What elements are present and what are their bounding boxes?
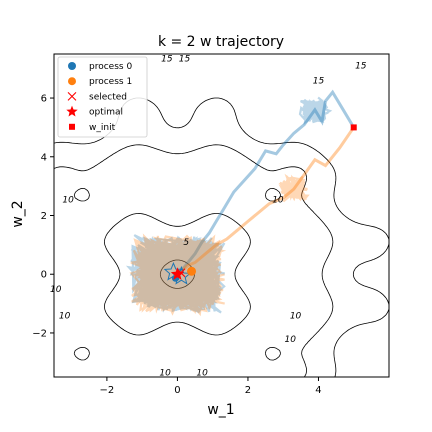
- legend-label: w_init: [89, 123, 116, 133]
- contour-label-9: 10: [196, 369, 208, 379]
- process-1-final-point: [187, 266, 197, 276]
- series-cloud-1: [129, 233, 227, 317]
- contour-lines: [54, 97, 389, 377]
- series-line: [176, 126, 355, 276]
- legend-entry: process 0: [68, 62, 132, 72]
- contour-labels: 5 10 10 10 10 10 10 10 10 15 15 15 15: [50, 54, 367, 378]
- series-process-1: [129, 126, 355, 317]
- legend-label: optimal: [89, 108, 123, 118]
- contour-label-13: 15: [355, 62, 367, 72]
- series-cloud-2: [298, 96, 333, 126]
- optimal-marker: [170, 267, 185, 280]
- contour-label-2: 10: [62, 195, 74, 205]
- series-cloud-1: [125, 234, 226, 314]
- legend-x-marker: [67, 92, 77, 101]
- legend-entry: selected: [67, 92, 127, 102]
- series-process-0: [125, 89, 355, 314]
- contour-label-10: 15: [161, 54, 173, 64]
- point-markers: [163, 124, 357, 285]
- legend-entry: w_init: [69, 123, 116, 133]
- y-tick-label: 0: [41, 270, 47, 281]
- legend-square-marker: [69, 123, 75, 130]
- legend-circle-marker: [68, 62, 76, 70]
- contour-label-7: 10: [285, 335, 297, 345]
- y-tick-label: 4: [41, 152, 47, 163]
- contour-label-12: 15: [313, 76, 325, 86]
- contour-label-5: 10: [59, 311, 71, 321]
- legend-box: [57, 56, 148, 138]
- w-init-marker: [350, 124, 357, 131]
- contour-label-6: 10: [290, 311, 302, 321]
- x-axis-label: w_1: [207, 402, 234, 418]
- contour-level-1: [104, 213, 251, 336]
- contour-label-8: 10: [159, 369, 171, 379]
- legend-star-marker: [66, 105, 78, 117]
- x-tick-label: −2: [100, 385, 115, 396]
- legend-circle-marker: [68, 77, 76, 86]
- series-line: [176, 89, 355, 276]
- legend-label: process 0: [89, 62, 132, 72]
- contour-label-4: 10: [50, 285, 62, 295]
- x-tick-label: 0: [174, 385, 180, 396]
- trajectories: [125, 89, 355, 317]
- x-tick-label: 4: [315, 385, 321, 396]
- contour-level-2: [54, 144, 334, 377]
- contour-label-11: 15: [179, 54, 191, 64]
- legend: process 0 process 1 selected optimal w_init: [57, 56, 148, 138]
- x-tick-label: 2: [245, 385, 251, 396]
- axes: −2 0 2 4 −2 0 2 4 6: [32, 53, 390, 396]
- contour-label-1: 5: [183, 238, 189, 248]
- y-tick-label: 2: [41, 211, 47, 222]
- selected-marker: [176, 268, 186, 278]
- contour-label-3: 10: [272, 195, 284, 205]
- series-cloud-2: [278, 173, 310, 203]
- y-tick-label: −2: [32, 328, 47, 339]
- legend-label: process 1: [89, 77, 132, 87]
- y-tick-label: 6: [41, 94, 47, 105]
- chart-title: k = 2 w trajectory: [158, 34, 284, 50]
- legend-entry: optimal: [66, 105, 123, 118]
- legend-label: selected: [89, 92, 127, 102]
- y-axis-label: w_2: [10, 200, 26, 227]
- legend-entry: process 1: [68, 77, 132, 87]
